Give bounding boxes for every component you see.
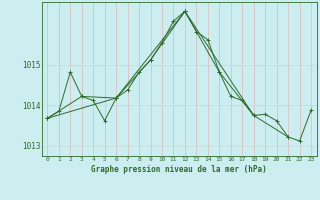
X-axis label: Graphe pression niveau de la mer (hPa): Graphe pression niveau de la mer (hPa) bbox=[91, 165, 267, 174]
